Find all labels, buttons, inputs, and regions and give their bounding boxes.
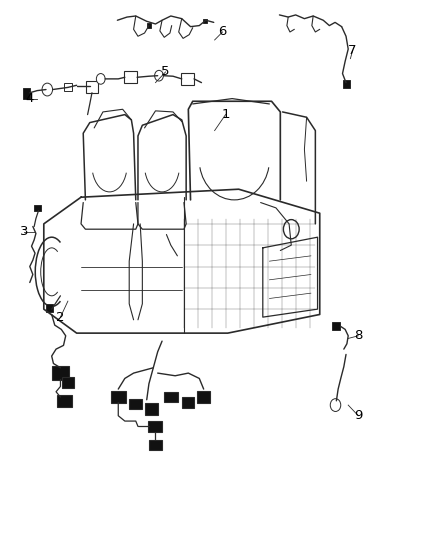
Bar	[182, 397, 194, 408]
Circle shape	[330, 399, 341, 411]
Circle shape	[96, 74, 105, 84]
Bar	[332, 322, 340, 330]
Text: 1: 1	[221, 108, 230, 121]
Bar	[62, 377, 74, 388]
Text: 8: 8	[354, 329, 363, 342]
Circle shape	[155, 70, 163, 81]
Bar	[46, 304, 53, 312]
Text: 9: 9	[354, 409, 363, 422]
Bar	[203, 19, 207, 23]
Bar	[148, 421, 162, 432]
Text: 3: 3	[20, 225, 28, 238]
Bar	[52, 367, 69, 379]
Bar	[64, 83, 72, 91]
Bar	[129, 399, 142, 409]
Circle shape	[283, 220, 299, 239]
Bar	[145, 403, 158, 415]
Bar	[110, 391, 126, 403]
Bar	[124, 71, 137, 83]
Bar	[343, 80, 350, 88]
Circle shape	[42, 83, 53, 96]
Text: 7: 7	[348, 44, 357, 57]
Bar	[197, 391, 210, 403]
Bar	[147, 23, 151, 28]
Bar	[181, 73, 194, 85]
Bar	[86, 81, 98, 93]
Bar	[34, 205, 41, 211]
Bar	[164, 392, 178, 402]
Bar	[57, 395, 73, 407]
Text: 6: 6	[218, 26, 227, 38]
Text: 4: 4	[25, 92, 34, 105]
Text: 5: 5	[161, 66, 170, 78]
Bar	[23, 88, 30, 99]
Bar	[149, 440, 162, 450]
Text: 2: 2	[56, 311, 65, 324]
